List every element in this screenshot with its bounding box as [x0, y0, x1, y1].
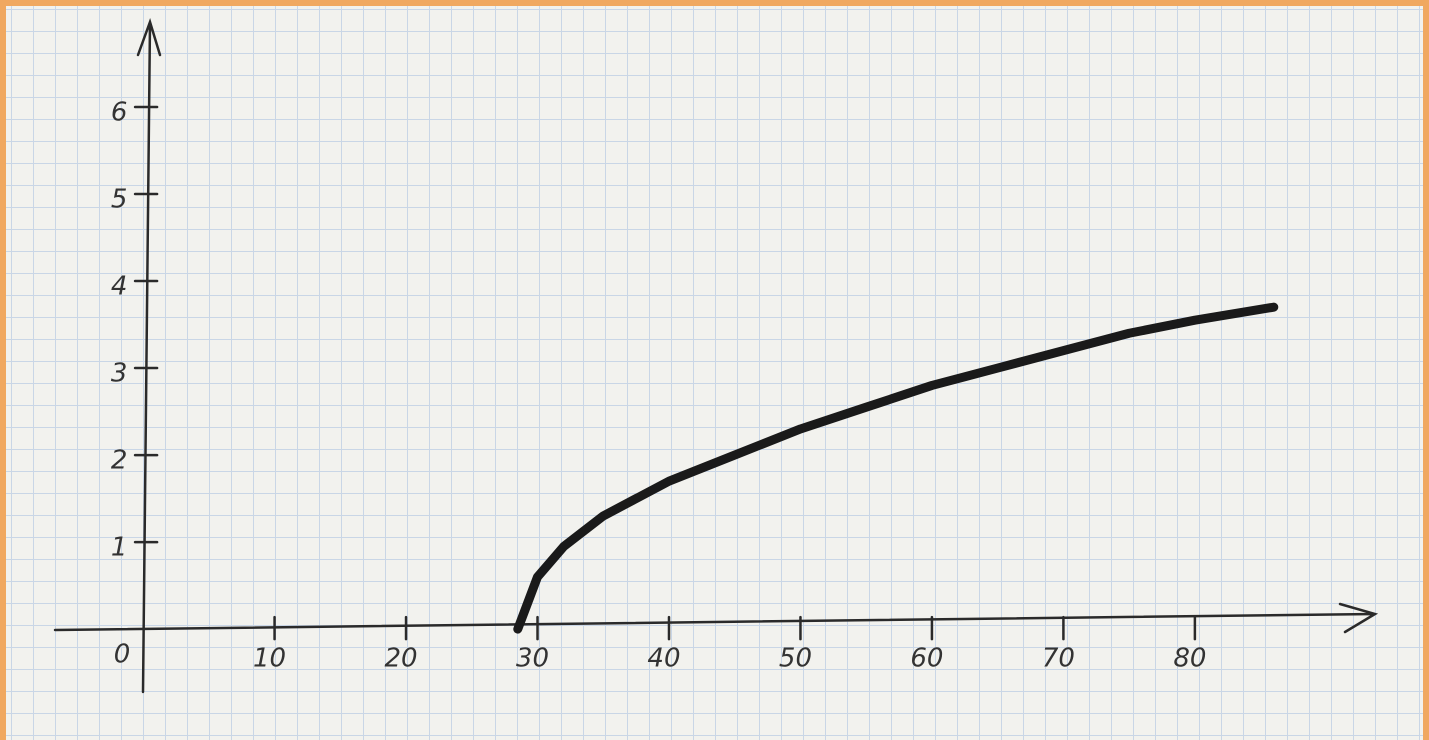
- x-tick-label: 60: [910, 644, 943, 674]
- x-tick-label: 10: [253, 644, 286, 674]
- y-axis: [136, 18, 162, 694]
- y-tick-label: 5: [111, 185, 128, 215]
- origin-label: 0: [114, 640, 131, 670]
- x-tick-label: 50: [779, 644, 812, 674]
- y-tick-label: 4: [111, 272, 128, 302]
- data-line: [513, 302, 1279, 634]
- y-tick-label: 6: [111, 98, 128, 128]
- y-tick-label: 1: [111, 533, 128, 563]
- x-tick-label: 20: [384, 644, 417, 674]
- x-tick-label: 70: [1042, 644, 1075, 674]
- x-axis: [53, 602, 1379, 634]
- x-tick-label: 40: [647, 644, 680, 674]
- x-tick-label: 80: [1173, 644, 1206, 674]
- y-tick-label: 3: [111, 359, 128, 389]
- y-tick-label: 2: [111, 446, 128, 476]
- x-tick-label: 30: [516, 644, 549, 674]
